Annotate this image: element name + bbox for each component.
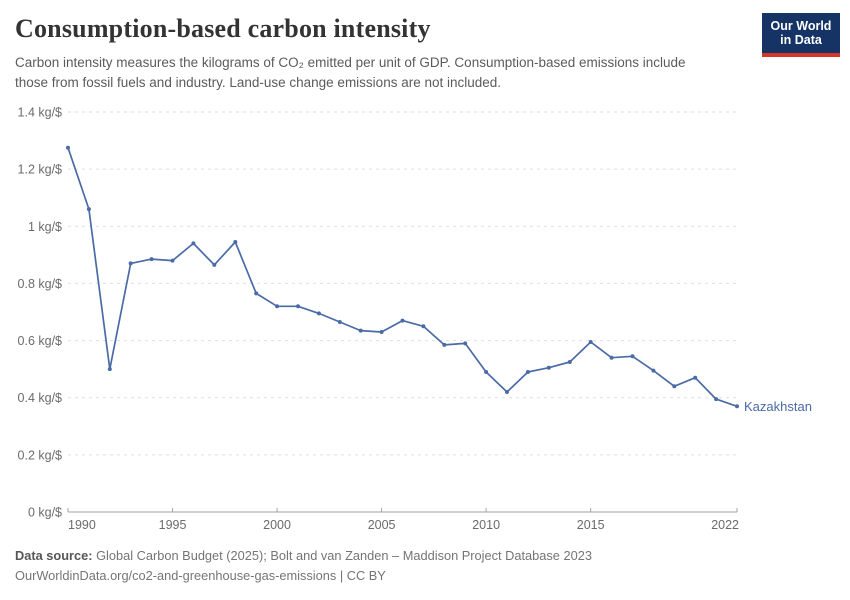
x-tick-label: 1990 (68, 518, 96, 532)
chart-svg: 0 kg/$ 0.2 kg/$ 0.4 kg/$ 0.6 kg/$ 0.8 kg/$ 1 … (18, 106, 812, 533)
data-point[interactable] (567, 360, 572, 364)
owid-logo[interactable]: Our World in Data (762, 13, 840, 57)
data-point[interactable] (296, 304, 300, 309)
data-point[interactable] (525, 370, 530, 374)
data-point[interactable] (484, 370, 489, 374)
y-axis-label: 1.4 kg/$ (18, 106, 63, 120)
data-point[interactable] (505, 390, 509, 394)
y-axis-label: 1.2 kg/$ (18, 163, 63, 177)
data-point[interactable] (358, 328, 363, 333)
data-point[interactable] (714, 397, 719, 402)
x-tick-label: 2000 (263, 518, 291, 532)
y-axis-label: 0.6 kg/$ (18, 334, 63, 348)
data-point[interactable] (149, 257, 154, 262)
x-tick-label: 2022 (711, 518, 739, 532)
data-point[interactable] (191, 241, 196, 246)
y-axis-label: 0.2 kg/$ (18, 448, 63, 462)
x-tick-label: 2015 (577, 518, 605, 532)
x-tick-label: 2005 (368, 518, 396, 532)
data-point[interactable] (693, 375, 698, 380)
data-point[interactable] (400, 318, 405, 323)
x-tick-label: 2010 (472, 518, 500, 532)
data-point[interactable] (735, 404, 739, 409)
chart-footer: Data source: Global Carbon Budget (2025)… (15, 546, 592, 587)
data-point[interactable] (254, 291, 259, 296)
data-point[interactable] (442, 342, 447, 347)
data-point[interactable] (128, 261, 133, 266)
y-axis-label: 1 kg/$ (28, 220, 62, 234)
y-axis-label: 0.4 kg/$ (18, 391, 63, 405)
data-point[interactable] (212, 262, 217, 267)
data-point[interactable] (463, 341, 468, 346)
chart-subtitle: Carbon intensity measures the kilograms … (15, 55, 686, 90)
data-point[interactable] (316, 311, 321, 316)
owid-logo-line2: in Data (780, 33, 822, 48)
data-source-line: Data source: Global Carbon Budget (2025)… (15, 546, 592, 566)
data-point[interactable] (672, 384, 677, 389)
x-tick-label: 1995 (159, 518, 187, 532)
series-end-label: Kazakhstan (744, 399, 812, 414)
y-axis-label: 0 kg/$ (28, 506, 62, 520)
series-line[interactable] (67, 146, 738, 408)
data-point[interactable] (107, 367, 112, 372)
data-point[interactable] (86, 207, 91, 212)
data-point[interactable] (66, 145, 70, 150)
y-axis-label: 0.8 kg/$ (18, 277, 63, 291)
data-point[interactable] (337, 320, 342, 324)
line-chart[interactable]: 0 kg/$ 0.2 kg/$ 0.4 kg/$ 0.6 kg/$ 0.8 kg/$ 1 … (0, 100, 850, 545)
data-source-text: Global Carbon Budget (2025); Bolt and va… (96, 548, 592, 563)
data-point[interactable] (379, 330, 384, 334)
data-point[interactable] (588, 340, 593, 344)
owid-logo-line1: Our World (770, 19, 832, 33)
page-title: Consumption-based carbon intensity (15, 14, 431, 43)
data-point[interactable] (630, 354, 635, 359)
data-point[interactable] (170, 258, 175, 263)
data-point[interactable] (275, 304, 280, 309)
data-source-label: Data source: (15, 548, 93, 563)
data-point[interactable] (546, 365, 551, 370)
data-point[interactable] (651, 368, 656, 373)
license-line: OurWorldinData.org/co2-and-greenhouse-ga… (15, 568, 386, 584)
data-point[interactable] (609, 355, 614, 360)
data-point[interactable] (421, 324, 426, 329)
data-point[interactable] (233, 240, 238, 244)
